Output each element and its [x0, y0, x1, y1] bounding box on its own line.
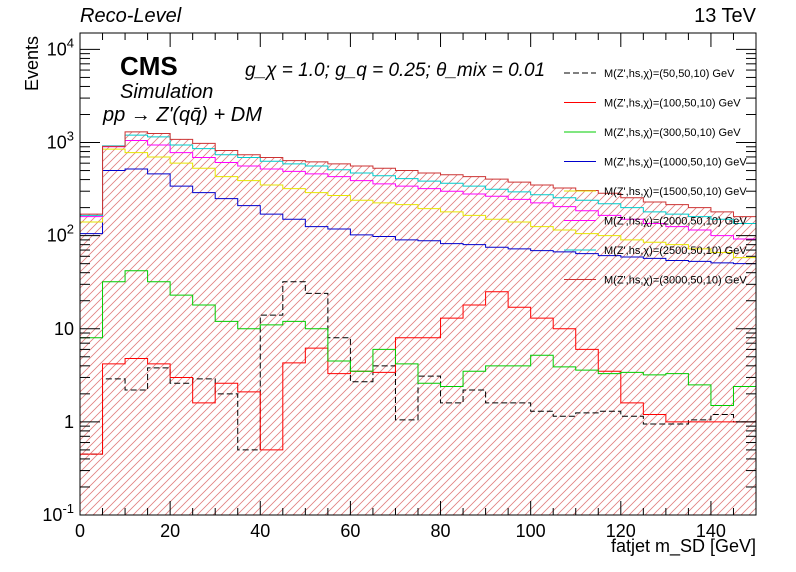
series-hatch-7	[80, 131, 756, 515]
series-2	[79, 270, 756, 515]
series-5	[79, 140, 756, 515]
series-6	[79, 134, 756, 515]
x-axis-title: fatjet m_SD [GeV]	[611, 536, 756, 557]
legend-label-3: M(Z',hs,χ)=(1000,50,10) GeV	[604, 157, 747, 169]
series-1	[79, 291, 756, 515]
couplings-label: g_χ = 1.0; g_q = 0.25; θ_mix = 0.01	[245, 60, 545, 81]
hatched-fill-layer	[80, 131, 756, 515]
series-layer	[79, 131, 756, 515]
legend-label-6: M(Z',hs,χ)=(2500,50,10) GeV	[604, 245, 747, 257]
legend-label-5: M(Z',hs,χ)=(2000,50,10) GeV	[604, 216, 747, 228]
legend-entry-5: M(Z',hs,χ)=(2000,50,10) GeV	[564, 216, 747, 228]
y-tick-label-3: 102	[47, 222, 74, 246]
series-3	[79, 168, 756, 515]
x-tick-label-1: 20	[160, 521, 180, 541]
series-line-1	[79, 291, 756, 515]
header-right-label: 13 TeV	[694, 5, 757, 27]
y-tick-label-5: 104	[47, 35, 74, 59]
legend-entry-2: M(Z',hs,χ)=(300,50,10) GeV	[564, 127, 741, 139]
series-line-0	[79, 281, 756, 515]
legend: M(Z',hs,χ)=(50,50,10) GeV M(Z',hs,χ)=(100…	[564, 68, 747, 288]
x-tick-label-0: 0	[75, 521, 85, 541]
legend-entry-7: M(Z',hs,χ)=(3000,50,10) GeV	[564, 271, 747, 288]
legend-entry-0: M(Z',hs,χ)=(50,50,10) GeV	[564, 68, 735, 80]
x-tick-label-7: 140	[696, 521, 726, 541]
y-tick-label-0: 10-1	[42, 501, 74, 525]
y-tick-label-2: 10	[54, 319, 74, 339]
y-axis-title: Events	[22, 36, 42, 91]
legend-label-2: M(Z',hs,χ)=(300,50,10) GeV	[604, 127, 741, 139]
y-tick-label-1: 1	[64, 412, 74, 432]
series-4	[79, 148, 756, 515]
legend-label-4: M(Z',hs,χ)=(1500,50,10) GeV	[604, 186, 747, 198]
legend-label-1: M(Z',hs,χ)=(100,50,10) GeV	[604, 98, 741, 110]
simulation-label: Simulation	[120, 81, 213, 103]
series-7	[79, 131, 756, 515]
tick-layer: 0 20 40 60 80 100 120 140 10-1 1 10 102 103 104	[42, 33, 757, 541]
x-tick-label-6: 120	[606, 521, 636, 541]
process-label: pp → Z'(qq̄) + DM	[102, 104, 262, 126]
series-line-7	[79, 131, 756, 515]
legend-label-0: M(Z',hs,χ)=(50,50,10) GeV	[604, 68, 735, 80]
legend-label-7: M(Z',hs,χ)=(3000,50,10) GeV	[604, 275, 747, 287]
y-tick-label-4: 103	[47, 129, 74, 153]
header-left-label: Reco-Level	[80, 5, 182, 27]
cms-label: CMS	[120, 51, 178, 81]
x-tick-label-4: 80	[431, 521, 451, 541]
x-tick-label-2: 40	[250, 521, 270, 541]
legend-entry-3: M(Z',hs,χ)=(1000,50,10) GeV	[564, 157, 747, 169]
series-line-6	[79, 134, 756, 515]
series-line-3	[79, 168, 756, 515]
legend-entry-1: M(Z',hs,χ)=(100,50,10) GeV	[564, 98, 741, 110]
series-0	[79, 281, 756, 515]
series-line-5	[79, 140, 756, 515]
x-tick-label-3: 60	[340, 521, 360, 541]
legend-entry-4: M(Z',hs,χ)=(1500,50,10) GeV	[564, 186, 747, 198]
x-tick-label-5: 100	[516, 521, 546, 541]
series-line-4	[79, 148, 756, 515]
series-line-2	[79, 270, 756, 515]
legend-entry-6: M(Z',hs,χ)=(2500,50,10) GeV	[564, 245, 747, 257]
